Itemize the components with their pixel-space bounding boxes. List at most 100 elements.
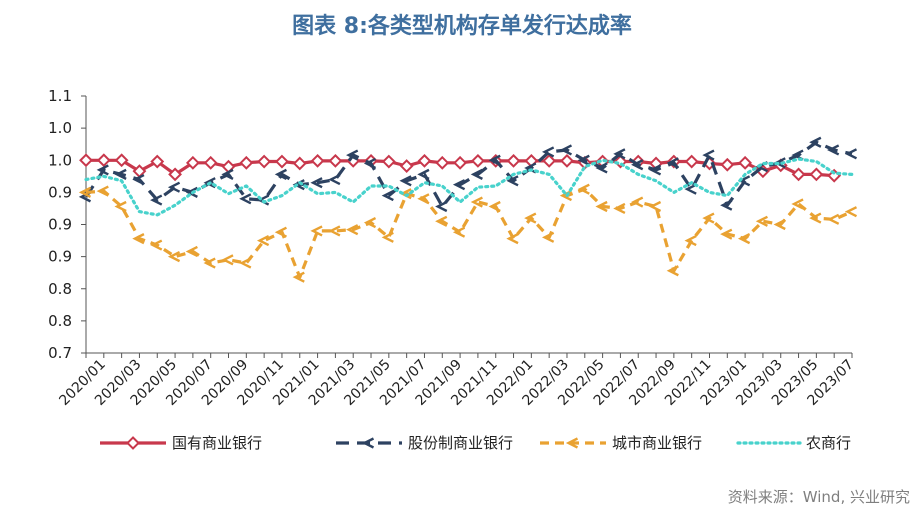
data-point <box>78 186 92 198</box>
data-point <box>310 153 325 168</box>
data-point <box>114 153 129 168</box>
legend-item-3: 城市商业银行 <box>540 434 702 452</box>
y-tick-label: 1.1 <box>48 87 72 105</box>
series-3 <box>78 183 858 283</box>
data-point <box>132 233 145 245</box>
series-2 <box>78 136 858 213</box>
data-point <box>168 167 182 182</box>
data-point <box>453 155 468 170</box>
data-point <box>773 218 786 231</box>
legend-marker <box>565 437 579 449</box>
data-point <box>328 173 341 186</box>
data-point <box>96 185 109 197</box>
source-note: 资料来源：Wind, 兴业研究 <box>727 488 910 506</box>
data-point <box>648 164 662 176</box>
data-point <box>470 196 483 208</box>
data-point <box>542 153 557 168</box>
data-point <box>684 154 699 169</box>
data-point <box>381 231 394 243</box>
data-point <box>631 159 644 171</box>
data-point <box>684 183 697 195</box>
legend-label: 农商行 <box>806 434 851 452</box>
data-point <box>132 173 145 186</box>
series-4 <box>84 157 854 217</box>
data-point <box>114 168 127 180</box>
data-point <box>310 225 323 237</box>
legend-item-2: 股份制商业银行 <box>336 434 513 452</box>
data-point <box>417 153 432 168</box>
data-point <box>381 190 394 202</box>
data-point <box>185 245 198 258</box>
legend-label: 国有商业银行 <box>172 434 262 452</box>
data-point <box>435 155 450 170</box>
data-point <box>328 225 341 237</box>
data-point <box>363 157 377 170</box>
data-point <box>720 228 733 240</box>
data-point <box>435 200 448 213</box>
data-point <box>310 177 323 189</box>
data-point <box>595 162 608 174</box>
data-point <box>417 168 430 180</box>
data-point <box>702 212 715 224</box>
data-point <box>470 153 485 168</box>
data-point <box>666 265 679 277</box>
data-point <box>114 200 127 213</box>
data-point <box>791 167 806 182</box>
data-point <box>185 186 198 198</box>
data-point <box>613 148 626 160</box>
data-point <box>702 149 715 161</box>
data-point <box>346 149 359 161</box>
data-point <box>595 200 608 213</box>
data-point <box>577 154 590 166</box>
data-point <box>150 239 163 251</box>
data-point <box>827 213 840 225</box>
data-point <box>488 154 501 166</box>
data-point <box>96 153 111 168</box>
data-point <box>399 175 412 187</box>
data-point <box>791 198 804 210</box>
data-point <box>256 234 270 247</box>
data-point <box>524 212 537 224</box>
data-point <box>506 175 519 187</box>
data-point <box>844 206 858 218</box>
legend-marker <box>361 437 375 449</box>
chart-title: 图表 8:各类型机构存单发行达成率 <box>292 14 632 39</box>
data-point <box>577 183 590 195</box>
y-axis: 0.7 0.8 0.8 0.9 0.9 0.9 1.0 1.0 1.1 <box>48 87 87 362</box>
data-point <box>631 196 644 208</box>
plot-area <box>78 136 858 283</box>
data-point <box>239 155 254 170</box>
data-point <box>399 159 414 173</box>
data-point <box>257 154 272 169</box>
data-point <box>827 144 840 156</box>
data-point <box>79 153 93 168</box>
y-tick-label: 0.7 <box>48 344 72 362</box>
series-1 <box>79 153 842 183</box>
data-point <box>221 168 234 180</box>
legend-label: 股份制商业银行 <box>408 434 513 452</box>
data-point <box>738 155 753 170</box>
y-tick-label: 0.9 <box>48 216 72 234</box>
series-line <box>85 187 853 279</box>
data-point <box>203 155 218 170</box>
data-point <box>363 216 377 229</box>
data-point <box>470 168 483 180</box>
data-point <box>328 153 343 168</box>
legend-label: 城市商业银行 <box>612 434 702 452</box>
x-axis: 2020/012020/032020/052020/072020/092020/… <box>56 352 857 409</box>
data-point <box>274 226 287 238</box>
data-point <box>452 226 466 238</box>
legend: 国有商业银行 股份制商业银行 城市商业银行 农商行 <box>100 434 851 452</box>
data-point <box>720 157 735 172</box>
data-point <box>809 136 822 148</box>
y-tick-label: 0.9 <box>48 248 72 266</box>
legend-marker <box>126 436 140 450</box>
data-point <box>221 254 234 266</box>
data-point <box>292 271 305 283</box>
y-tick-label: 0.9 <box>48 183 72 201</box>
data-point <box>613 202 626 215</box>
data-point <box>541 146 555 158</box>
data-point <box>559 144 573 156</box>
data-point <box>506 233 519 245</box>
y-tick-label: 0.8 <box>48 280 72 298</box>
